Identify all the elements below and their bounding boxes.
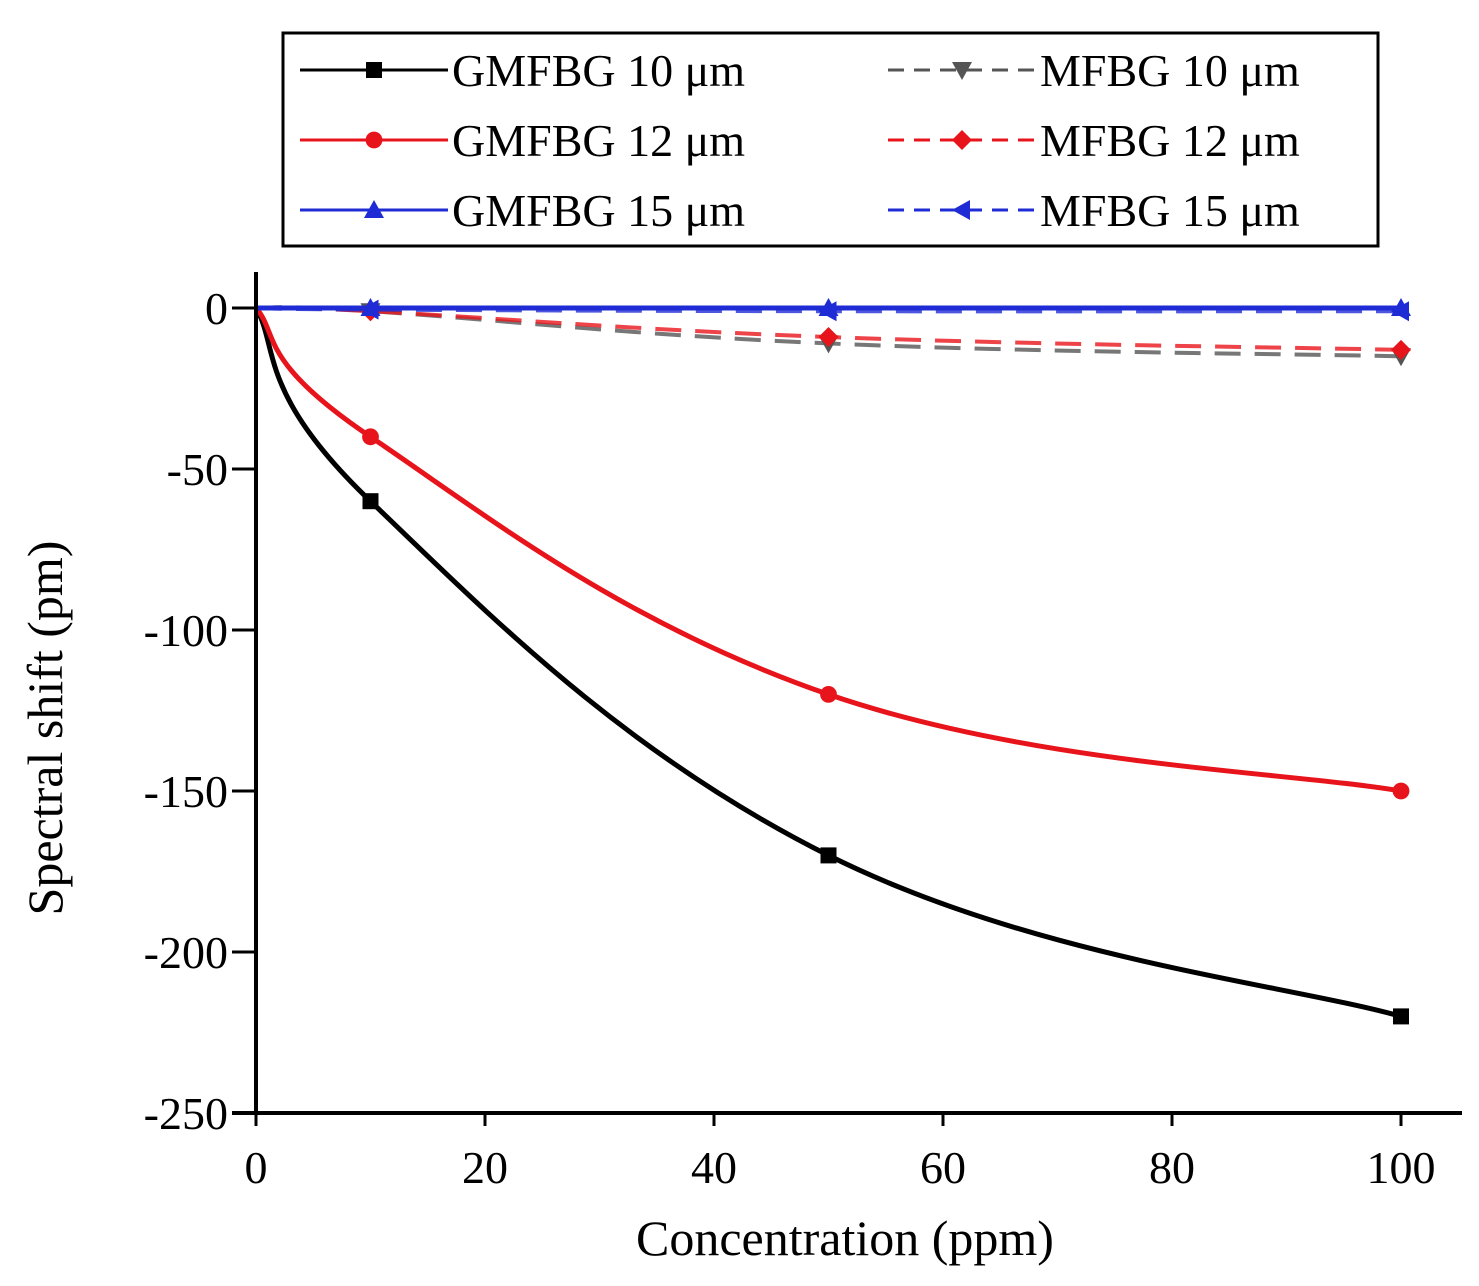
legend-box: [281, 31, 1380, 248]
series-layer: [253, 298, 1411, 1025]
legend-label: MFBG 15 μm: [1040, 185, 1300, 236]
legend-label: MFBG 12 μm: [1040, 115, 1300, 166]
x-tick-label: 20: [462, 1142, 508, 1193]
y-tick-label: 0: [205, 283, 228, 334]
x-tick-label: 100: [1367, 1142, 1436, 1193]
data-point: [1392, 782, 1410, 800]
legend-swatch-marker: [952, 130, 972, 150]
legend-item: MFBG 10 μm: [888, 45, 1300, 96]
data-point: [1393, 1008, 1409, 1025]
data-point: [1391, 298, 1411, 316]
x-tick-label: 40: [691, 1142, 737, 1193]
series-0: [253, 306, 1409, 1025]
y-axis-title: Spectral shift (pm): [17, 541, 73, 916]
legend-swatch-marker: [366, 62, 382, 78]
x-tick-label: 60: [920, 1142, 966, 1193]
legend-item: GMFBG 15 μm: [300, 185, 745, 236]
data-point: [820, 686, 837, 703]
legend-label: GMFBG 12 μm: [452, 115, 745, 166]
series-4: [255, 298, 1411, 316]
legend-swatch-marker: [952, 62, 972, 80]
legend-swatch-marker: [364, 200, 384, 218]
axes: 0 -50 -100 -150 -200 -250 0 20 40 60 80 100: [144, 272, 1462, 1193]
data-point: [1391, 339, 1411, 360]
data-point: [820, 847, 837, 864]
data-point: [818, 298, 839, 316]
legend-label: GMFBG 15 μm: [452, 185, 745, 236]
y-tick-label: -250: [144, 1088, 228, 1139]
data-point: [818, 326, 839, 347]
legend-label: MFBG 10 μm: [1040, 45, 1300, 96]
data-point: [360, 298, 381, 316]
y-tick-label: -100: [144, 605, 228, 656]
data-point: [362, 493, 379, 510]
y-tick-label: -50: [167, 444, 228, 495]
legend-item: MFBG 12 μm: [888, 115, 1300, 166]
legend-swatch-marker: [365, 131, 383, 149]
x-axis-title: Concentration (ppm): [636, 1210, 1054, 1266]
legend-label: GMFBG 10 μm: [452, 45, 745, 96]
series-line: [254, 306, 1402, 794]
series-2: [254, 306, 1410, 800]
legend-item: MFBG 15 μm: [888, 185, 1300, 236]
y-tick-label: -150: [144, 766, 228, 817]
legend-swatch-marker: [952, 200, 970, 220]
series-line: [253, 306, 1402, 1019]
data-point: [362, 428, 379, 446]
x-tick-label: 80: [1149, 1142, 1195, 1193]
legend-item: GMFBG 10 μm: [300, 45, 745, 96]
x-tick-label: 0: [245, 1142, 268, 1193]
legend-item: GMFBG 12 μm: [300, 115, 745, 166]
y-tick-label: -200: [144, 927, 228, 978]
legend: GMFBG 10 μm MFBG 10 μm GMFBG 12 μm MFBG 12 …: [281, 31, 1380, 248]
